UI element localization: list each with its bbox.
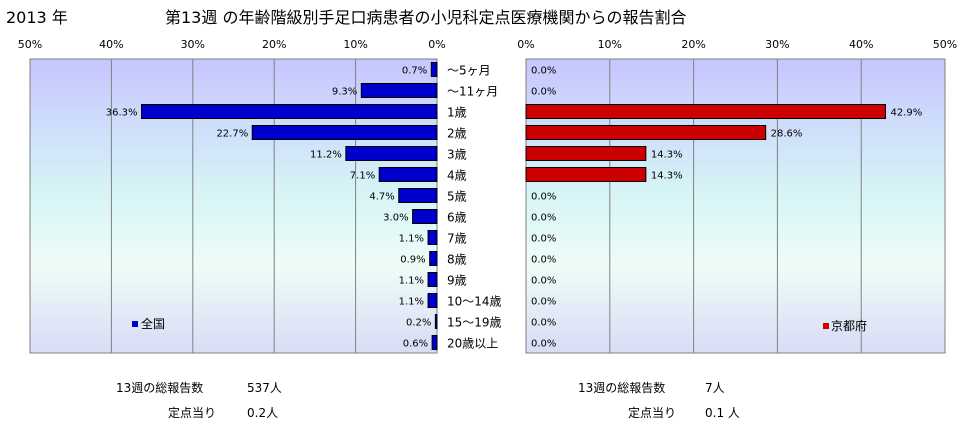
kyoto-bar	[525, 146, 647, 161]
kyoto-bar	[525, 104, 887, 119]
national-value-label: 4.7%	[369, 192, 394, 203]
left-axis-tick: 10%	[343, 38, 367, 51]
national-bar	[398, 188, 438, 203]
kyoto-value-label: 0.0%	[531, 255, 556, 266]
kyoto-value-label: 14.3%	[651, 171, 683, 182]
national-bar	[251, 125, 438, 140]
kyoto-value-label: 0.0%	[531, 66, 556, 77]
category-label: 15～19歳	[447, 316, 502, 330]
legends: 全国 京都府	[132, 316, 867, 333]
national-value-label: 1.1%	[399, 297, 424, 308]
national-bar	[429, 251, 438, 266]
category-label: 10～14歳	[447, 295, 502, 309]
category-label: ～11ヶ月	[447, 85, 498, 99]
national-bar	[434, 314, 438, 329]
kyoto-value-label: 28.6%	[771, 129, 803, 140]
data-labels: 0.7% 0.0% 9.3% 0.0% 36.3% 42.9% 22.7% 28.6% 11.2…	[106, 66, 923, 350]
right-axis-tick: 40%	[849, 38, 873, 51]
national-bar	[141, 104, 438, 119]
national-bar	[427, 272, 438, 287]
category-label: 7歳	[447, 232, 467, 246]
left-total-value: 537人	[247, 381, 282, 395]
axis-tick-labels: 50% 40% 30% 20% 10% 0% 0% 10% 20% 30% 40% 50%	[18, 38, 957, 51]
left-axis-tick: 20%	[262, 38, 286, 51]
legend-label-kyoto: 京都府	[831, 318, 867, 333]
left-plot-area	[29, 58, 438, 354]
right-total-label: 13週の総報告数	[578, 381, 666, 395]
category-label: 5歳	[447, 190, 467, 204]
national-bar	[345, 146, 438, 161]
kyoto-value-label: 0.0%	[531, 276, 556, 287]
kyoto-value-label: 14.3%	[651, 150, 683, 161]
national-bar	[378, 167, 438, 182]
kyoto-value-label: 0.0%	[531, 234, 556, 245]
legend-swatch-kyoto	[823, 323, 829, 329]
category-label: 1歳	[447, 106, 467, 120]
kyoto-bars	[525, 104, 887, 182]
left-total-label: 13週の総報告数	[116, 381, 204, 395]
kyoto-value-label: 0.0%	[531, 87, 556, 98]
right-plot-area	[525, 58, 946, 354]
national-value-label: 0.2%	[406, 318, 431, 329]
category-labels: ～5ヶ月 ～11ヶ月 1歳 2歳 3歳 4歳 5歳 6歳 7歳 8歳 9歳 10～14歳 15～19歳 2…	[447, 64, 502, 351]
national-bar	[427, 230, 438, 245]
right-axis-tick: 50%	[933, 38, 957, 51]
right-axis-tick: 20%	[681, 38, 705, 51]
national-value-label: 22.7%	[216, 129, 248, 140]
national-bar	[427, 293, 438, 308]
category-label: 20歳以上	[447, 337, 498, 351]
category-label: 3歳	[447, 148, 467, 162]
national-value-label: 1.1%	[399, 234, 424, 245]
category-label: 9歳	[447, 274, 467, 288]
left-axis-tick: 30%	[181, 38, 205, 51]
kyoto-value-label: 0.0%	[531, 213, 556, 224]
national-bar	[431, 335, 438, 350]
national-bars	[141, 62, 438, 350]
left-axis-tick: 50%	[18, 38, 42, 51]
right-axis-tick: 10%	[598, 38, 622, 51]
national-bar	[360, 83, 438, 98]
national-bar	[412, 209, 438, 224]
left-per-label: 定点当り	[168, 406, 217, 420]
category-label: ～5ヶ月	[447, 64, 491, 78]
kyoto-value-label: 0.0%	[531, 339, 556, 350]
left-axis-tick: 0%	[428, 38, 445, 51]
right-per-label: 定点当り	[628, 406, 677, 420]
national-value-label: 0.6%	[403, 339, 428, 350]
right-per-value: 0.1 人	[705, 406, 740, 420]
kyoto-bar	[525, 125, 767, 140]
right-total-value: 7人	[705, 381, 725, 395]
national-value-label: 36.3%	[106, 108, 138, 119]
right-axis-tick: 0%	[517, 38, 534, 51]
right-axis-tick: 30%	[765, 38, 789, 51]
kyoto-value-label: 42.9%	[891, 108, 923, 119]
kyoto-value-label: 0.0%	[531, 318, 556, 329]
national-value-label: 9.3%	[332, 87, 357, 98]
national-bar	[430, 62, 438, 77]
legend-label-national: 全国	[141, 316, 165, 331]
chart-title: 第13週 の年齢階級別手足口病患者の小児科定点医療機関からの報告割合	[165, 8, 687, 27]
left-per-value: 0.2人	[247, 406, 279, 420]
national-value-label: 7.1%	[350, 171, 375, 182]
national-value-label: 0.7%	[402, 66, 427, 77]
national-value-label: 0.9%	[400, 255, 425, 266]
legend-swatch-national	[132, 321, 138, 327]
left-axis-tick: 40%	[99, 38, 123, 51]
kyoto-value-label: 0.0%	[531, 192, 556, 203]
category-label: 4歳	[447, 169, 467, 183]
category-label: 2歳	[447, 127, 467, 141]
kyoto-bar	[525, 167, 647, 182]
year-label: 2013 年	[6, 8, 68, 27]
national-value-label: 11.2%	[310, 150, 342, 161]
category-label: 6歳	[447, 211, 467, 225]
national-value-label: 1.1%	[399, 276, 424, 287]
kyoto-value-label: 0.0%	[531, 297, 556, 308]
national-value-label: 3.0%	[383, 213, 408, 224]
category-label: 8歳	[447, 253, 467, 267]
